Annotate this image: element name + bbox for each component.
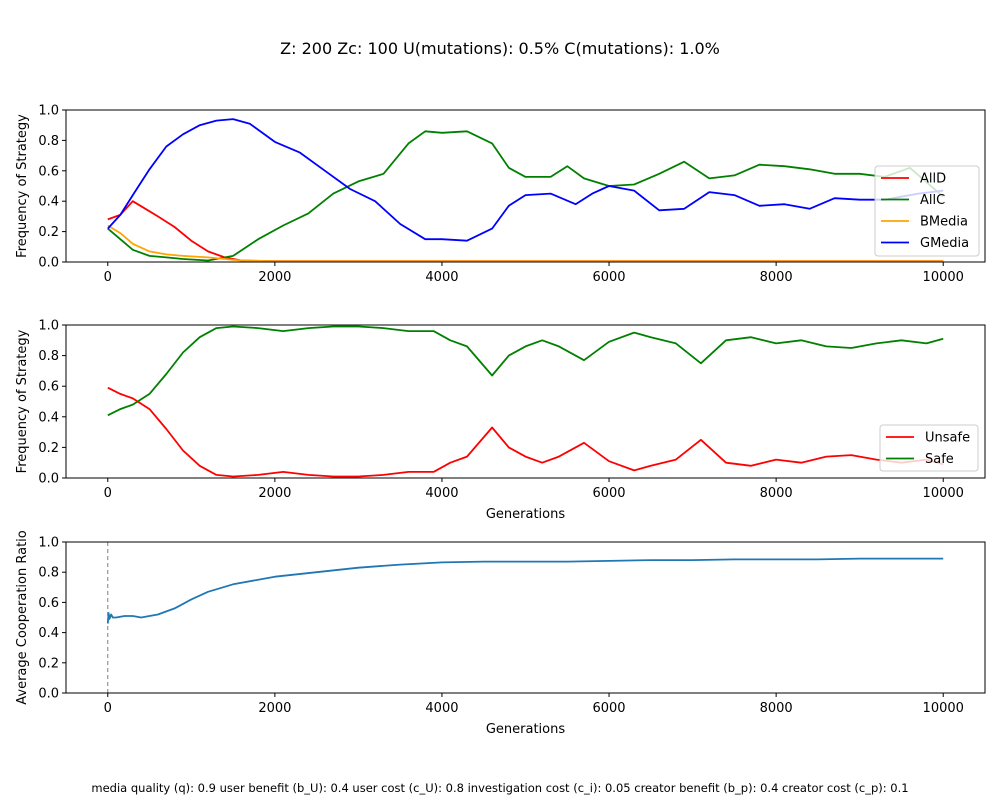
- figure-title: Z: 200 Zc: 100 U(mutations): 0.5% C(muta…: [280, 39, 720, 58]
- x-axis-label: Generations: [486, 722, 566, 737]
- y-axis-label: Frequency of Strategy: [15, 329, 30, 473]
- y-tick-label: 0.6: [38, 596, 59, 611]
- series-line-alld: [107, 200, 944, 263]
- x-axis-label: Generations: [486, 507, 566, 522]
- legend-label-gmedia: GMedia: [920, 236, 969, 251]
- series-group: [107, 118, 944, 263]
- legend-label-bmedia: BMedia: [920, 215, 968, 230]
- y-tick-label: 0.6: [38, 380, 59, 395]
- axes-frame: [65, 109, 986, 263]
- x-tick-label: 8000: [760, 701, 793, 716]
- y-tick-label: 0.6: [38, 164, 59, 179]
- y-tick-label: 1.0: [38, 536, 59, 551]
- parameters-footer: media quality (q): 0.9 user benefit (b_U…: [91, 781, 908, 795]
- plot-bottom-cooperation-ratio: 0 2000 4000 6000 8000 10000 0.0 0.2 0.4 0.6 0.8 1.0…: [15, 530, 986, 737]
- y-tick-label: 0.4: [38, 195, 59, 210]
- legend-label-safe: Safe: [925, 452, 954, 467]
- x-tick-label: 0: [104, 701, 112, 716]
- x-tick-label: 0: [104, 270, 112, 285]
- x-tick-label: 10000: [923, 701, 964, 716]
- plot-top-strategy-frequency: 0 2000 4000 6000 8000 10000 0.0 0.2 0.4 0.6 0.8 1.0…: [15, 104, 986, 285]
- y-tick-label: 0.8: [38, 566, 59, 581]
- y-tick-label: 0.0: [38, 687, 59, 702]
- y-tick-label: 0.0: [38, 472, 59, 487]
- x-tick-label: 2000: [258, 701, 291, 716]
- legend: AllD AllC BMedia GMedia: [874, 165, 980, 257]
- y-tick-label: 0.4: [38, 626, 59, 641]
- x-tick-label: 8000: [760, 486, 793, 501]
- axes-frame: [65, 324, 986, 479]
- x-tick-label: 8000: [760, 270, 793, 285]
- series-group: [107, 325, 944, 478]
- legend-label-unsafe: Unsafe: [925, 431, 970, 446]
- legend-label-allc: AllC: [920, 193, 945, 208]
- y-tick-label: 0.0: [38, 256, 59, 271]
- y-tick-label: 0.8: [38, 134, 59, 149]
- series-line-0: [106, 557, 944, 624]
- y-axis-label: Frequency of Strategy: [15, 114, 30, 258]
- x-tick-label: 4000: [425, 701, 458, 716]
- x-tick-label: 2000: [258, 270, 291, 285]
- x-tick-label: 10000: [923, 486, 964, 501]
- x-tick-label: 6000: [592, 486, 625, 501]
- axes-frame: [65, 541, 986, 694]
- x-tick-label: 4000: [425, 270, 458, 285]
- series-line-unsafe: [107, 386, 944, 478]
- series-line-safe: [107, 325, 944, 417]
- legend-box: [874, 165, 980, 257]
- y-tick-label: 1.0: [38, 319, 59, 334]
- y-axis-label: Average Cooperation Ratio: [15, 530, 30, 705]
- y-tick-label: 0.2: [38, 225, 59, 240]
- x-tick-label: 0: [104, 486, 112, 501]
- x-tick-label: 10000: [923, 270, 964, 285]
- y-tick-label: 1.0: [38, 104, 59, 119]
- y-tick-label: 0.2: [38, 441, 59, 456]
- series-line-bmedia: [107, 224, 944, 263]
- x-tick-label: 6000: [592, 701, 625, 716]
- x-tick-label: 4000: [425, 486, 458, 501]
- series-line-allc: [107, 130, 944, 262]
- y-tick-label: 0.8: [38, 349, 59, 364]
- series-group: [106, 542, 944, 693]
- series-line-gmedia: [107, 118, 944, 242]
- y-tick-label: 0.2: [38, 656, 59, 671]
- legend-label-alld: AllD: [920, 172, 946, 187]
- plot-middle-safety-frequency: 0 2000 4000 6000 8000 10000 0.0 0.2 0.4 0.6 0.8 1.0…: [15, 319, 986, 522]
- x-tick-label: 6000: [592, 270, 625, 285]
- x-tick-label: 2000: [258, 486, 291, 501]
- legend: Unsafe Safe: [879, 424, 979, 472]
- y-tick-label: 0.4: [38, 410, 59, 425]
